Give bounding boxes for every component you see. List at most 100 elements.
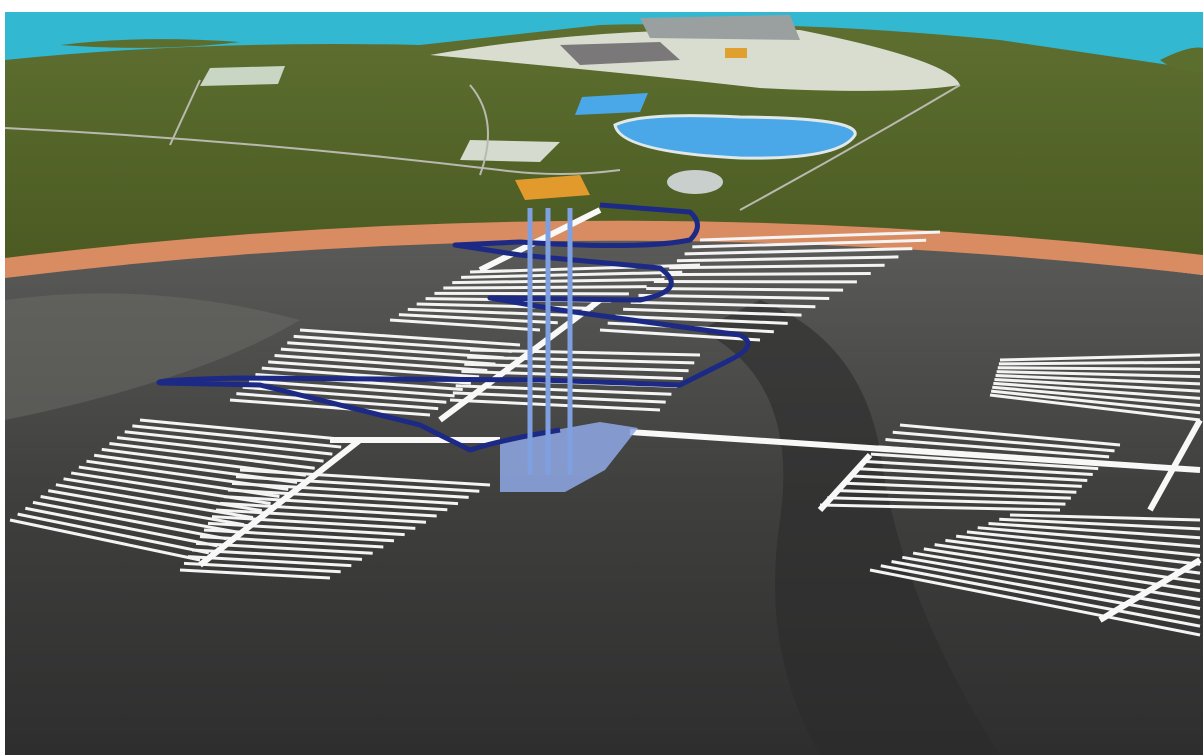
deposition-tunnel bbox=[467, 355, 695, 365]
transport-tunnel bbox=[1147, 418, 1203, 512]
deposition-tunnel bbox=[661, 272, 871, 277]
deposition-tunnel bbox=[236, 392, 439, 411]
deposition-tunnel bbox=[996, 370, 1201, 379]
deposition-tunnel bbox=[989, 393, 1201, 422]
deposition-tunnel bbox=[219, 501, 437, 518]
deposition-tunnel bbox=[599, 328, 761, 342]
deposition-tunnel bbox=[995, 374, 1201, 386]
deposition-tunnel bbox=[990, 389, 1201, 415]
deposition-tunnel bbox=[55, 483, 254, 520]
tunnel-panel bbox=[599, 230, 941, 342]
deposition-tunnel bbox=[235, 475, 480, 493]
building bbox=[725, 48, 747, 58]
deposition-tunnel bbox=[455, 384, 672, 396]
deposition-tunnel bbox=[885, 438, 1110, 459]
deposition-tunnel bbox=[992, 385, 1201, 408]
deposition-tunnel bbox=[443, 285, 647, 290]
rock-shadow bbox=[700, 300, 1000, 755]
deposition-tunnel bbox=[684, 247, 913, 256]
deposition-tunnel bbox=[999, 353, 1201, 362]
deposition-tunnel bbox=[977, 526, 1201, 549]
deposition-tunnel bbox=[280, 347, 496, 366]
ramp-path bbox=[156, 202, 751, 453]
deposition-tunnel bbox=[40, 494, 236, 534]
deposition-tunnel bbox=[891, 560, 1201, 619]
deposition-tunnel bbox=[179, 568, 331, 580]
deposition-tunnel bbox=[32, 500, 227, 541]
deposition-tunnel bbox=[676, 255, 899, 263]
deposition-tunnel bbox=[187, 555, 352, 568]
deposition-tunnel bbox=[203, 528, 395, 543]
deposition-tunnel bbox=[669, 263, 885, 270]
deposition-tunnel bbox=[223, 495, 448, 512]
deposition-tunnel bbox=[299, 328, 521, 347]
access-ramp bbox=[156, 202, 751, 492]
deposition-tunnel bbox=[955, 534, 1201, 566]
tunnel-panel bbox=[869, 513, 1201, 637]
deposition-tunnel bbox=[892, 430, 1115, 453]
deposition-tunnel bbox=[902, 555, 1201, 610]
deposition-tunnel bbox=[211, 515, 416, 530]
deposition-tunnel bbox=[934, 543, 1201, 584]
pond bbox=[613, 114, 857, 160]
transport-tunnel bbox=[438, 297, 602, 423]
transport-tunnel bbox=[817, 452, 873, 513]
deposition-tunnel bbox=[469, 348, 701, 357]
deposition-tunnel bbox=[124, 430, 333, 456]
deposition-tunnel bbox=[834, 488, 1071, 500]
deposition-tunnel bbox=[630, 300, 816, 309]
deposition-tunnel bbox=[47, 489, 245, 527]
deposition-tunnel bbox=[229, 398, 431, 417]
deposition-tunnel bbox=[139, 418, 351, 442]
deposition-tunnel bbox=[638, 293, 830, 300]
deposition-tunnel bbox=[692, 238, 927, 249]
deposition-tunnel bbox=[849, 474, 1082, 488]
deposition-tunnel bbox=[827, 496, 1066, 506]
deposition-tunnel bbox=[856, 467, 1088, 482]
deposition-tunnel bbox=[132, 424, 342, 449]
deposition-tunnel bbox=[239, 468, 491, 487]
deposition-tunnel bbox=[819, 503, 1061, 512]
deposition-tunnel bbox=[869, 568, 1201, 637]
deposition-tunnel bbox=[464, 362, 689, 373]
deposition-tunnel bbox=[227, 488, 459, 506]
deposition-tunnel bbox=[1009, 513, 1201, 522]
deposition-tunnel bbox=[993, 381, 1201, 400]
deposition-tunnel bbox=[183, 561, 341, 574]
pool bbox=[575, 93, 648, 115]
roads bbox=[4, 79, 961, 211]
deposition-tunnel bbox=[999, 517, 1201, 531]
island bbox=[1160, 47, 1203, 72]
deposition-tunnel bbox=[416, 302, 594, 310]
transport-tunnel bbox=[198, 437, 362, 568]
crust bbox=[5, 220, 1203, 278]
deposition-tunnel bbox=[287, 341, 504, 360]
deposition-tunnel bbox=[274, 353, 488, 372]
deposition-tunnel bbox=[998, 360, 1201, 366]
transport-tunnel bbox=[478, 207, 602, 273]
deposition-tunnel bbox=[17, 512, 210, 555]
deposition-tunnel bbox=[452, 391, 666, 404]
deposition-tunnel bbox=[945, 538, 1201, 575]
deposition-tunnel bbox=[899, 423, 1121, 447]
deposition-tunnel bbox=[268, 360, 480, 379]
deposition-tunnel bbox=[25, 506, 218, 548]
tunnel-panel bbox=[989, 353, 1201, 422]
deposition-tunnel bbox=[9, 518, 201, 562]
site-area bbox=[430, 29, 960, 91]
deposition-tunnel bbox=[452, 277, 665, 285]
deposition-tunnel bbox=[841, 481, 1077, 494]
deposition-tunnel bbox=[699, 230, 941, 242]
deposition-tunnel bbox=[207, 521, 405, 537]
deposition-tunnel bbox=[248, 379, 455, 398]
transport-tunnel bbox=[1098, 557, 1202, 623]
deposition-tunnel bbox=[966, 530, 1201, 557]
building bbox=[667, 170, 723, 194]
deposition-tunnel bbox=[870, 452, 1099, 471]
building bbox=[515, 175, 590, 200]
building bbox=[560, 42, 680, 65]
harbor bbox=[640, 15, 800, 40]
deposition-tunnel bbox=[997, 366, 1201, 371]
